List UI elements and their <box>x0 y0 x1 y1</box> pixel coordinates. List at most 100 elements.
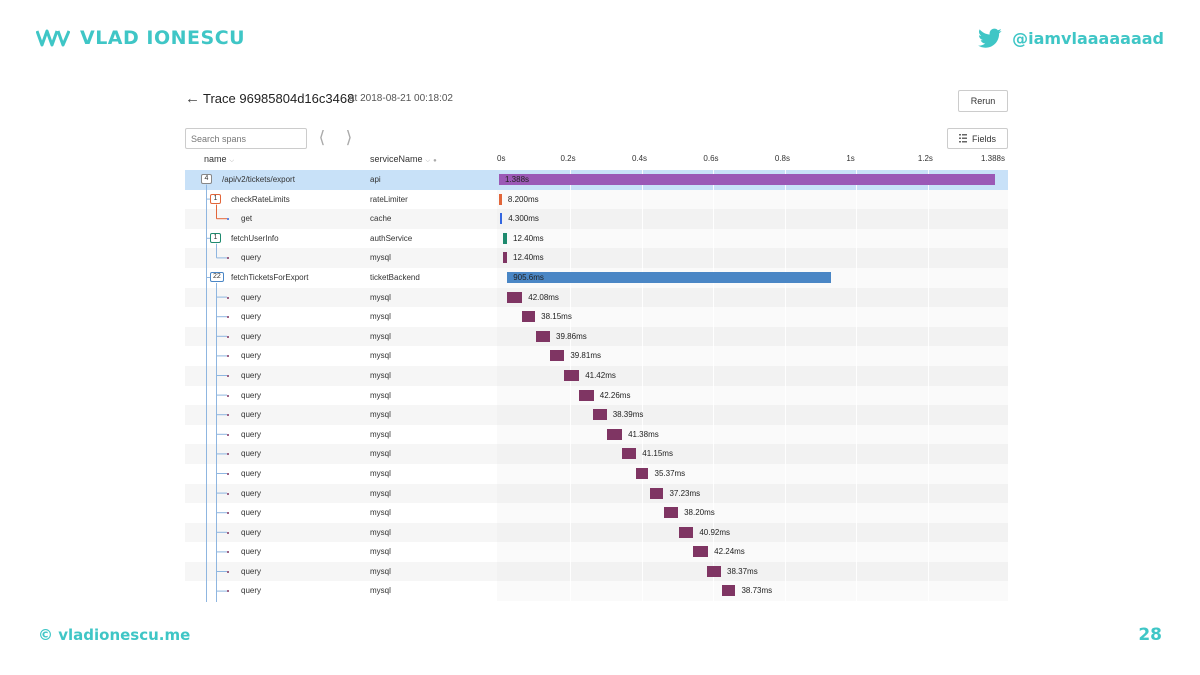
span-duration-bar[interactable] <box>707 565 722 577</box>
span-row[interactable]: query mysql 38.15ms <box>185 307 1008 327</box>
timeline-gridline <box>570 248 572 268</box>
search-spans-input[interactable] <box>185 128 307 149</box>
span-duration-label: 42.26ms <box>599 390 631 400</box>
span-row[interactable]: 22 fetchTicketsForExport ticketBackend 905.… <box>185 267 1008 288</box>
leaf-dot-icon <box>227 551 229 554</box>
span-timeline: 41.38ms <box>497 424 1008 445</box>
fields-button[interactable]: Fields <box>947 128 1008 149</box>
span-row[interactable]: query mysql 35.37ms <box>185 463 1008 484</box>
span-name: query <box>241 566 262 576</box>
child-count-badge[interactable]: 1 <box>210 232 221 243</box>
span-name: query <box>241 468 262 478</box>
column-header-service[interactable]: serviceName ⌵ ● <box>370 154 437 165</box>
span-duration-bar[interactable] <box>693 546 709 558</box>
span-duration-bar[interactable] <box>678 526 694 538</box>
span-service: mysql <box>370 370 391 380</box>
span-duration-label: 38.15ms <box>541 312 572 322</box>
timeline-gridline <box>856 307 858 327</box>
span-duration-bar[interactable] <box>535 330 551 342</box>
arrow-left-icon[interactable]: ← <box>185 90 200 107</box>
span-row[interactable]: query mysql 39.86ms <box>185 326 1008 347</box>
span-service: mysql <box>370 253 391 263</box>
span-row[interactable]: 1 checkRateLimits rateLimiter 8.200ms <box>185 189 1008 210</box>
twitter-icon <box>978 28 1002 48</box>
span-duration-bar[interactable] <box>621 448 637 460</box>
span-duration-bar[interactable] <box>499 193 502 205</box>
timeline-gridline <box>927 326 929 347</box>
timeline-gridline <box>641 561 643 582</box>
timeline-gridline <box>641 287 643 308</box>
timeline-gridline <box>713 483 715 504</box>
child-count-badge[interactable]: 22 <box>210 271 224 282</box>
timeline-gridline <box>641 483 643 504</box>
span-row[interactable]: 1 fetchUserInfo authService 12.40ms <box>185 228 1008 249</box>
timeline-gridline <box>641 228 643 249</box>
column-header-name[interactable]: name ⌵ <box>204 154 234 165</box>
timeline-gridline <box>856 267 858 288</box>
timeline-gridline <box>856 581 858 602</box>
timeline-gridline <box>713 405 715 425</box>
timeline-gridline <box>570 189 572 210</box>
sort-icon: ⌵ <box>229 158 235 164</box>
span-duration-label: 4.300ms <box>508 214 539 224</box>
span-name: query <box>241 449 262 459</box>
span-duration-bar[interactable] <box>499 213 503 225</box>
span-service: mysql <box>370 312 391 322</box>
timeline-gridline <box>927 561 929 582</box>
span-row[interactable]: query mysql 41.38ms <box>185 424 1008 445</box>
span-timeline: 12.40ms <box>497 248 1008 268</box>
span-duration-bar[interactable] <box>650 487 664 499</box>
span-duration-bar[interactable] <box>550 350 565 362</box>
span-duration-label: 37.23ms <box>669 488 701 498</box>
timeline-gridline <box>856 209 858 229</box>
span-row[interactable]: query mysql 38.39ms <box>185 405 1008 425</box>
timeline-gridline <box>927 287 929 308</box>
span-row[interactable]: get cache 4.300ms <box>185 209 1008 229</box>
span-duration-label: 41.42ms <box>585 370 616 380</box>
chevron-left-icon[interactable]: ⟨ <box>318 128 326 148</box>
span-row[interactable]: query mysql 42.24ms <box>185 542 1008 562</box>
span-row[interactable]: query mysql 40.92ms <box>185 522 1008 543</box>
chevron-right-icon[interactable]: ⟩ <box>345 128 353 148</box>
span-row[interactable]: query mysql 41.42ms <box>185 365 1008 386</box>
span-duration-bar[interactable] <box>578 389 594 401</box>
span-duration-bar[interactable] <box>635 467 649 479</box>
span-duration-bar[interactable] <box>607 428 623 440</box>
span-duration-bar[interactable] <box>564 369 580 381</box>
column-service-label: serviceName <box>370 154 423 164</box>
span-duration-bar[interactable] <box>507 271 831 283</box>
timeline-gridline <box>641 189 643 210</box>
span-name: fetchTicketsForExport <box>231 272 309 282</box>
span-duration-bar[interactable] <box>721 585 736 597</box>
span-row[interactable]: query mysql 12.40ms <box>185 248 1008 268</box>
span-row[interactable]: query mysql 38.20ms <box>185 503 1008 523</box>
span-duration-bar[interactable] <box>502 252 507 264</box>
rerun-button[interactable]: Rerun <box>958 90 1008 112</box>
span-row[interactable]: query mysql 37.23ms <box>185 483 1008 504</box>
time-tick-label: 0s <box>497 154 506 163</box>
span-row[interactable]: query mysql 42.26ms <box>185 385 1008 406</box>
trace-title: Trace 96985804d16c3468 <box>203 91 355 106</box>
span-row[interactable]: query mysql 39.81ms <box>185 346 1008 366</box>
timeline-gridline <box>856 483 858 504</box>
span-row[interactable]: query mysql 42.08ms <box>185 287 1008 308</box>
timeline-gridline <box>641 405 643 425</box>
span-timeline: 42.24ms <box>497 542 1008 562</box>
span-duration-bar[interactable] <box>521 311 536 323</box>
span-duration-bar[interactable] <box>664 507 679 519</box>
span-row[interactable]: query mysql 38.73ms <box>185 581 1008 602</box>
span-duration-bar[interactable] <box>502 232 507 244</box>
span-service: rateLimiter <box>370 194 408 204</box>
span-duration-label: 905.6ms <box>513 272 544 282</box>
child-count-badge[interactable]: 1 <box>210 193 221 204</box>
timeline-gridline <box>927 189 929 210</box>
span-duration-bar[interactable] <box>507 291 523 303</box>
span-row[interactable]: query mysql 41.15ms <box>185 444 1008 464</box>
timeline-gridline <box>570 542 572 562</box>
span-row[interactable]: query mysql 38.37ms <box>185 561 1008 582</box>
span-row[interactable]: 4/api/v2/tickets/export api 1.388s <box>185 170 1008 190</box>
span-duration-bar[interactable] <box>592 409 607 421</box>
span-duration-bar[interactable] <box>499 174 995 185</box>
child-count-badge[interactable]: 4 <box>201 174 212 184</box>
span-duration-label: 35.37ms <box>654 468 686 478</box>
